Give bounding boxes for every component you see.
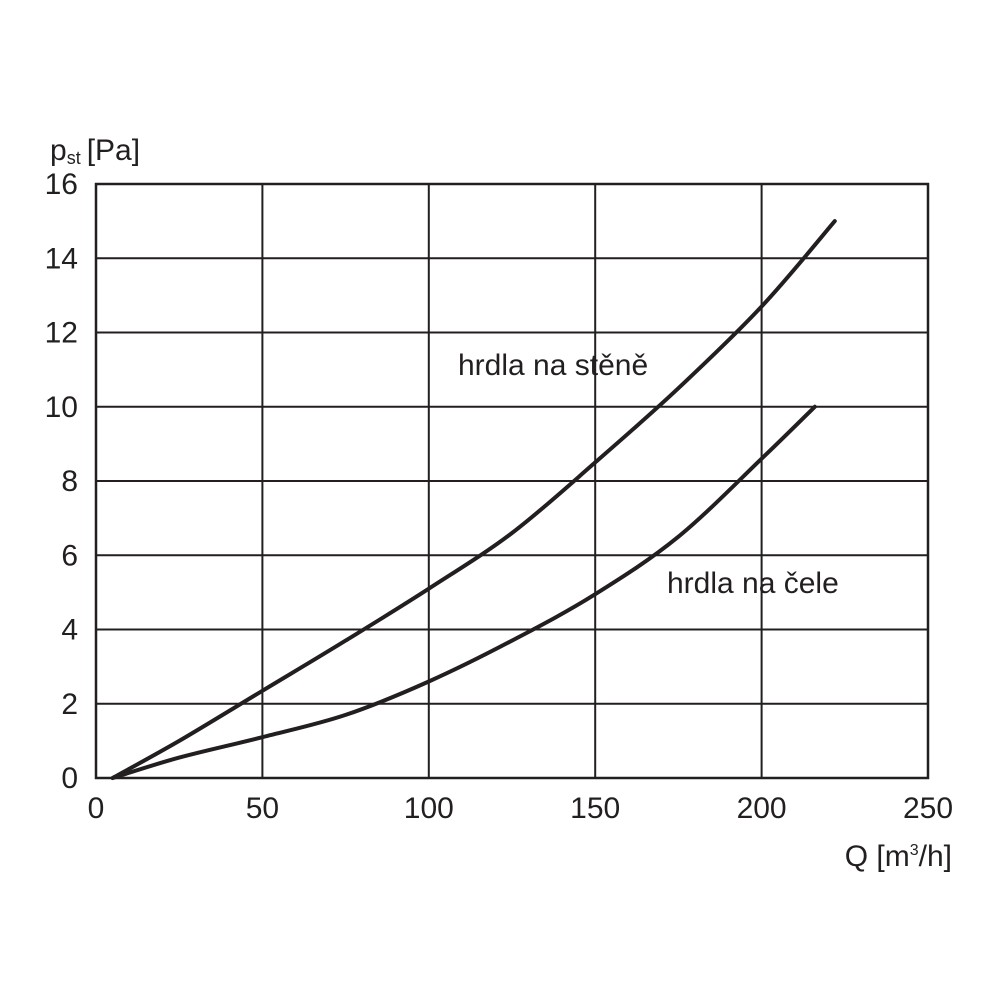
y-axis-title-sub: st xyxy=(67,148,81,168)
x-tick-labels: 0 50 100 150 200 250 xyxy=(88,792,953,825)
y-tick-label: 0 xyxy=(61,762,78,795)
series-label-wall: hrdla na stěně xyxy=(458,349,648,382)
y-tick-label: 12 xyxy=(45,317,78,350)
y-tick-label: 8 xyxy=(61,465,78,498)
series-lines xyxy=(110,219,837,780)
y-tick-label: 14 xyxy=(45,242,78,275)
x-axis-title-sup: 3 xyxy=(910,842,919,859)
y-tick-label: 4 xyxy=(61,614,78,647)
x-axis-title-main: Q [m xyxy=(845,840,910,873)
y-tick-label: 2 xyxy=(61,688,78,721)
x-tick-label: 250 xyxy=(903,792,953,825)
series-line-wall xyxy=(110,219,837,780)
x-tick-label: 100 xyxy=(404,792,454,825)
x-axis-title: Q [m3/h] xyxy=(845,840,952,873)
series-label-front: hrdla na čele xyxy=(667,567,839,600)
y-tick-labels: 0 2 4 6 8 10 12 14 16 xyxy=(45,168,78,795)
y-tick-label: 10 xyxy=(45,391,78,424)
x-tick-label: 200 xyxy=(737,792,787,825)
y-axis-title: pst [Pa] xyxy=(50,134,140,168)
x-tick-label: 150 xyxy=(570,792,620,825)
x-tick-label: 50 xyxy=(246,792,279,825)
grid xyxy=(96,184,928,778)
y-axis-title-main: p xyxy=(50,134,67,167)
plot-frame xyxy=(94,182,930,780)
y-tick-label: 6 xyxy=(61,539,78,572)
x-axis-title-unit: /h] xyxy=(919,840,952,873)
x-tick-label: 0 xyxy=(88,792,105,825)
series-line-front xyxy=(110,404,817,780)
y-axis-title-unit: [Pa] xyxy=(87,134,140,167)
y-tick-label: 16 xyxy=(45,168,78,201)
